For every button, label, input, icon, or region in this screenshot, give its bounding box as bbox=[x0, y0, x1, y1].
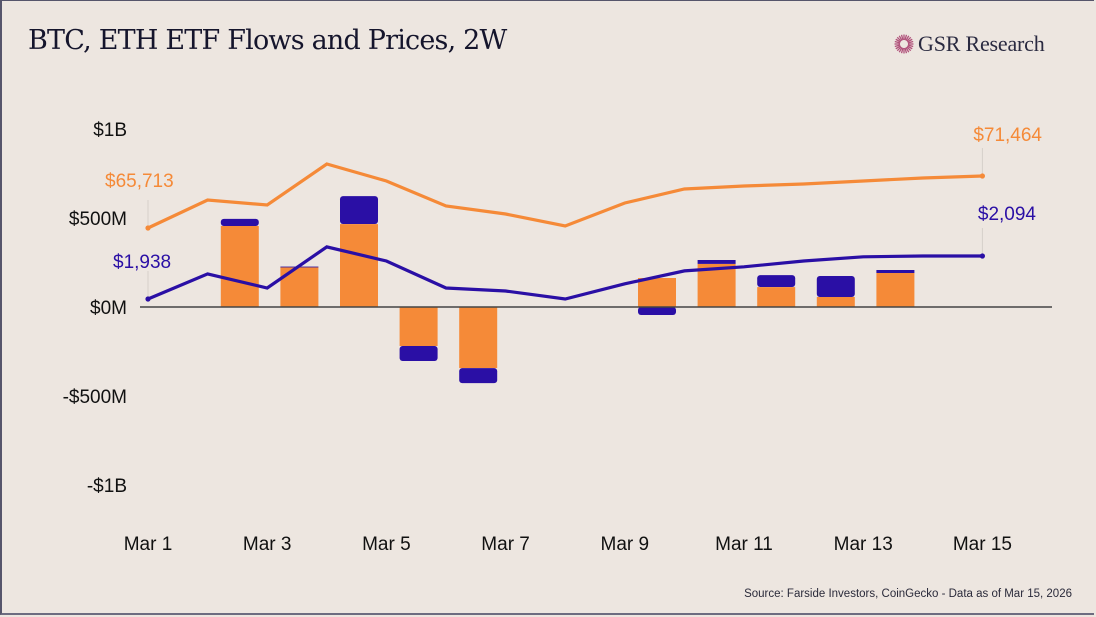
start-price-label: $1,938 bbox=[113, 252, 171, 273]
y-tick-label: $1B bbox=[93, 120, 127, 141]
btc-etf-flows-bar bbox=[220, 226, 259, 307]
btc-etf-flows-bar bbox=[816, 297, 855, 307]
eth-etf-flows-bar bbox=[816, 276, 855, 297]
eth-etf-flows-bar bbox=[697, 260, 736, 264]
start-point bbox=[145, 225, 151, 231]
x-tick-label: Mar 1 bbox=[124, 534, 173, 555]
end-point bbox=[979, 253, 986, 259]
eth-price-line bbox=[147, 245, 983, 301]
flow-bars bbox=[220, 196, 915, 384]
btc-etf-flows-bar bbox=[638, 278, 676, 307]
y-axis-ticks: $1B $500M $0M -$500M -$1B bbox=[63, 120, 127, 497]
eth-etf-flows-bar bbox=[876, 270, 915, 273]
x-tick-label: Mar 9 bbox=[601, 534, 650, 555]
y-tick-label: -$1B bbox=[87, 476, 127, 497]
btc-etf-flows-bar bbox=[399, 307, 438, 346]
btc-etf-flows-bar bbox=[280, 266, 319, 307]
eth-etf-flows-bar bbox=[220, 218, 259, 226]
sunburst-logo-icon bbox=[894, 34, 914, 54]
chart-title: BTC, ETH ETF Flows and Prices, 2W bbox=[28, 25, 507, 56]
y-tick-label: $500M bbox=[69, 209, 127, 230]
eth-etf-flows-bar bbox=[459, 368, 498, 384]
eth-etf-flows-bar bbox=[638, 307, 676, 315]
eth-etf-flows-bar bbox=[757, 275, 796, 287]
end-price-label: $2,094 bbox=[978, 204, 1037, 225]
start-point bbox=[145, 296, 151, 302]
start-price-label: $65,713 bbox=[105, 171, 174, 192]
price-lines bbox=[147, 162, 983, 301]
x-tick-label: Mar 15 bbox=[953, 534, 1012, 555]
brand-logo: GSR Research bbox=[893, 31, 1045, 57]
x-tick-label: Mar 5 bbox=[362, 534, 411, 555]
x-tick-label: Mar 7 bbox=[481, 534, 530, 555]
btc-price-line bbox=[147, 162, 983, 230]
btc-etf-flows-bar bbox=[757, 287, 796, 307]
x-axis-ticks: Mar 1 Mar 3 Mar 5 Mar 7 Mar 9 Mar 11 Mar 13 Mar… bbox=[124, 534, 1012, 555]
btc-etf-flows-bar bbox=[459, 307, 498, 369]
brand-name: GSR Research bbox=[918, 31, 1045, 56]
btc-etf-flows-bar bbox=[340, 224, 378, 307]
price-labels: $65,713 $71,464 $1,938 $2,094 bbox=[105, 125, 1042, 302]
end-price-label: $71,464 bbox=[973, 125, 1042, 146]
btc-etf-flows-bar bbox=[876, 273, 915, 307]
x-tick-label: Mar 11 bbox=[715, 534, 773, 555]
eth-etf-flows-bar bbox=[340, 196, 378, 224]
eth-etf-flows-bar bbox=[399, 346, 438, 361]
end-point bbox=[979, 173, 986, 179]
y-tick-label: -$500M bbox=[63, 387, 127, 408]
y-tick-label: $0M bbox=[90, 298, 127, 319]
x-tick-label: Mar 3 bbox=[243, 534, 292, 555]
source-note: Source: Farside Investors, CoinGecko - D… bbox=[744, 588, 1072, 600]
x-tick-label: Mar 13 bbox=[834, 534, 893, 555]
